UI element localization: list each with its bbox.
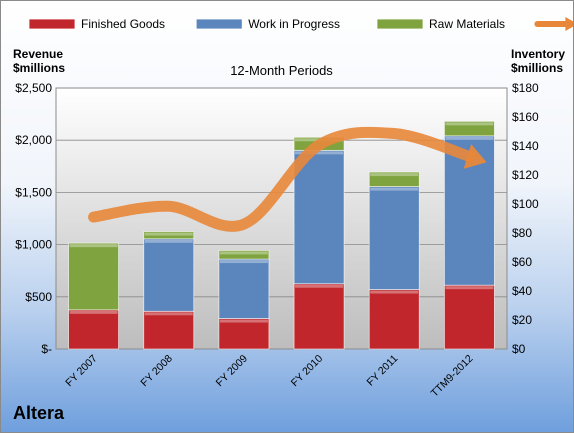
right-tick-label: $100 (512, 197, 539, 211)
left-tick-label: $1,000 (15, 238, 52, 252)
bar-highlight (370, 187, 419, 191)
bar-work-in-progress (218, 258, 270, 319)
bar-finished-goods (218, 318, 270, 350)
bar-highlight (370, 290, 419, 294)
bar-work-in-progress (293, 149, 345, 285)
right-axis-title: Inventory $millions (511, 47, 565, 75)
right-tick-label: $120 (512, 168, 539, 182)
right-tick-label: $180 (512, 81, 539, 95)
category-label: TTM9-2012 (429, 353, 476, 400)
revenue-arrowhead (463, 143, 487, 169)
bar-highlight (144, 312, 193, 316)
bar-raw-materials (368, 171, 420, 188)
category-label: FY 2008 (138, 353, 175, 390)
right-tick-label: $20 (512, 313, 532, 327)
bar-finished-goods (444, 284, 495, 350)
plot-area (55, 87, 508, 350)
bar-highlight (445, 286, 494, 290)
left-axis-title-line2: $millions (13, 61, 66, 75)
right-tick-label: $80 (512, 226, 532, 240)
bar-finished-goods (68, 309, 119, 350)
right-tick-label: $140 (512, 139, 539, 153)
left-tick-label: $2,500 (15, 81, 52, 95)
category-label: FY 2010 (289, 353, 326, 390)
bar-highlight (219, 260, 268, 264)
right-axis-title-line2: $millions (511, 61, 564, 75)
left-tick-label: $1,500 (15, 185, 52, 199)
bar-finished-goods (368, 289, 420, 350)
legend-swatch (376, 18, 424, 30)
legend-label: Raw Materials (429, 17, 505, 31)
bar-highlight (445, 136, 494, 140)
bar-highlight (295, 284, 344, 288)
legend-label: Finished Goods (81, 17, 165, 31)
legend-arrow-icon (565, 17, 573, 31)
bar-highlight (69, 244, 118, 248)
bar-highlight (144, 232, 193, 236)
legend-swatch (195, 18, 243, 30)
left-tick-label: $500 (25, 290, 52, 304)
legend-label: Work in Progress (248, 17, 340, 31)
right-tick-label: $0 (512, 342, 526, 356)
bar-finished-goods (293, 283, 345, 350)
category-label: FY 2007 (63, 353, 100, 390)
right-tick-label: $60 (512, 255, 532, 269)
right-tick-label: $160 (512, 110, 539, 124)
bar-raw-materials (143, 231, 195, 240)
bar-highlight (295, 151, 344, 155)
right-tick-label: $40 (512, 284, 532, 298)
bar-work-in-progress (143, 238, 195, 312)
bar-raw-materials (444, 120, 495, 137)
left-axis-title-line1: Revenue (13, 47, 64, 61)
legend-swatch (28, 18, 76, 30)
right-axis-title-line1: Inventory (511, 47, 566, 61)
company-name: Altera (13, 403, 65, 423)
bar-work-in-progress (368, 186, 420, 290)
left-tick-label: $- (41, 342, 52, 356)
bar-highlight (144, 239, 193, 243)
left-axis-title: Revenue $millions (13, 47, 65, 75)
bar-highlight (445, 122, 494, 126)
bar-highlight (370, 173, 419, 177)
bar-raw-materials (218, 249, 270, 260)
category-label: FY 2011 (364, 353, 400, 389)
bar-raw-materials (68, 242, 119, 311)
bar-finished-goods (143, 310, 195, 350)
left-tick-label: $2,000 (15, 133, 52, 147)
bar-highlight (69, 310, 118, 314)
bar-highlight (219, 319, 268, 323)
revenue-line (88, 126, 475, 232)
chart-title: 12-Month Periods (230, 63, 333, 78)
category-label: FY 2009 (214, 353, 251, 390)
bar-highlight (219, 251, 268, 255)
